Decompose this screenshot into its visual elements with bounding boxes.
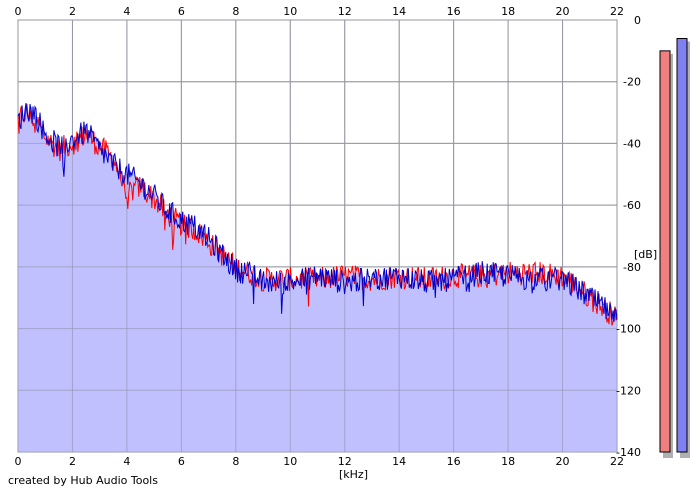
x-tick-label-bottom: 20 (556, 455, 570, 468)
level-meters (659, 38, 690, 459)
y-tick-label: -60 (623, 199, 641, 212)
x-tick-label-bottom: 4 (123, 455, 130, 468)
y-tick-label: -140 (616, 446, 641, 459)
x-tick-label-top: 0 (15, 5, 22, 18)
y-tick-labels: 0 -20 -40 -60 -80 -100 -120 -140 (616, 14, 641, 459)
level-meter-bar (676, 38, 688, 453)
y-tick-label: -100 (616, 323, 641, 336)
x-tick-label-top: 8 (232, 5, 239, 18)
x-tick-label-bottom: 8 (232, 455, 239, 468)
x-tick-label-top: 18 (501, 5, 515, 18)
y-unit-label: [dB] (634, 248, 657, 261)
x-tick-label-top: 20 (556, 5, 570, 18)
x-tick-label-top: 6 (178, 5, 185, 18)
x-unit-label: [kHz] (339, 468, 368, 481)
x-tick-label-bottom: 14 (392, 455, 406, 468)
x-tick-label-top: 10 (283, 5, 297, 18)
x-tick-label-bottom: 0 (15, 455, 22, 468)
x-tick-labels-top: 0 2 4 6 8 10 12 14 16 18 20 22 (15, 5, 625, 18)
x-tick-label-bottom: 10 (283, 455, 297, 468)
y-tick-label: -40 (623, 137, 641, 150)
x-tick-label-top: 14 (392, 5, 406, 18)
x-tick-label-top: 2 (69, 5, 76, 18)
x-tick-label-bottom: 18 (501, 455, 515, 468)
x-tick-label-top: 12 (338, 5, 352, 18)
x-tick-label-bottom: 12 (338, 455, 352, 468)
x-tick-label-top: 16 (447, 5, 461, 18)
x-tick-label-top: 22 (610, 5, 624, 18)
x-tick-label-bottom: 2 (69, 455, 76, 468)
series-lines (17, 103, 618, 326)
y-tick-label: 0 (634, 14, 641, 27)
x-tick-label-top: 4 (123, 5, 130, 18)
y-tick-label: -120 (616, 384, 641, 397)
level-meter-bar (659, 50, 671, 453)
y-tick-label: -20 (623, 76, 641, 89)
x-tick-label-bottom: 6 (178, 455, 185, 468)
y-tick-label: -80 (623, 261, 641, 274)
x-tick-label-bottom: 16 (447, 455, 461, 468)
credit-text: created by Hub Audio Tools (8, 474, 158, 487)
x-tick-label-bottom: 22 (610, 455, 624, 468)
x-tick-labels-bottom: 0 2 4 6 8 10 12 14 16 18 20 22 (15, 455, 625, 468)
series-line-1 (17, 103, 618, 322)
